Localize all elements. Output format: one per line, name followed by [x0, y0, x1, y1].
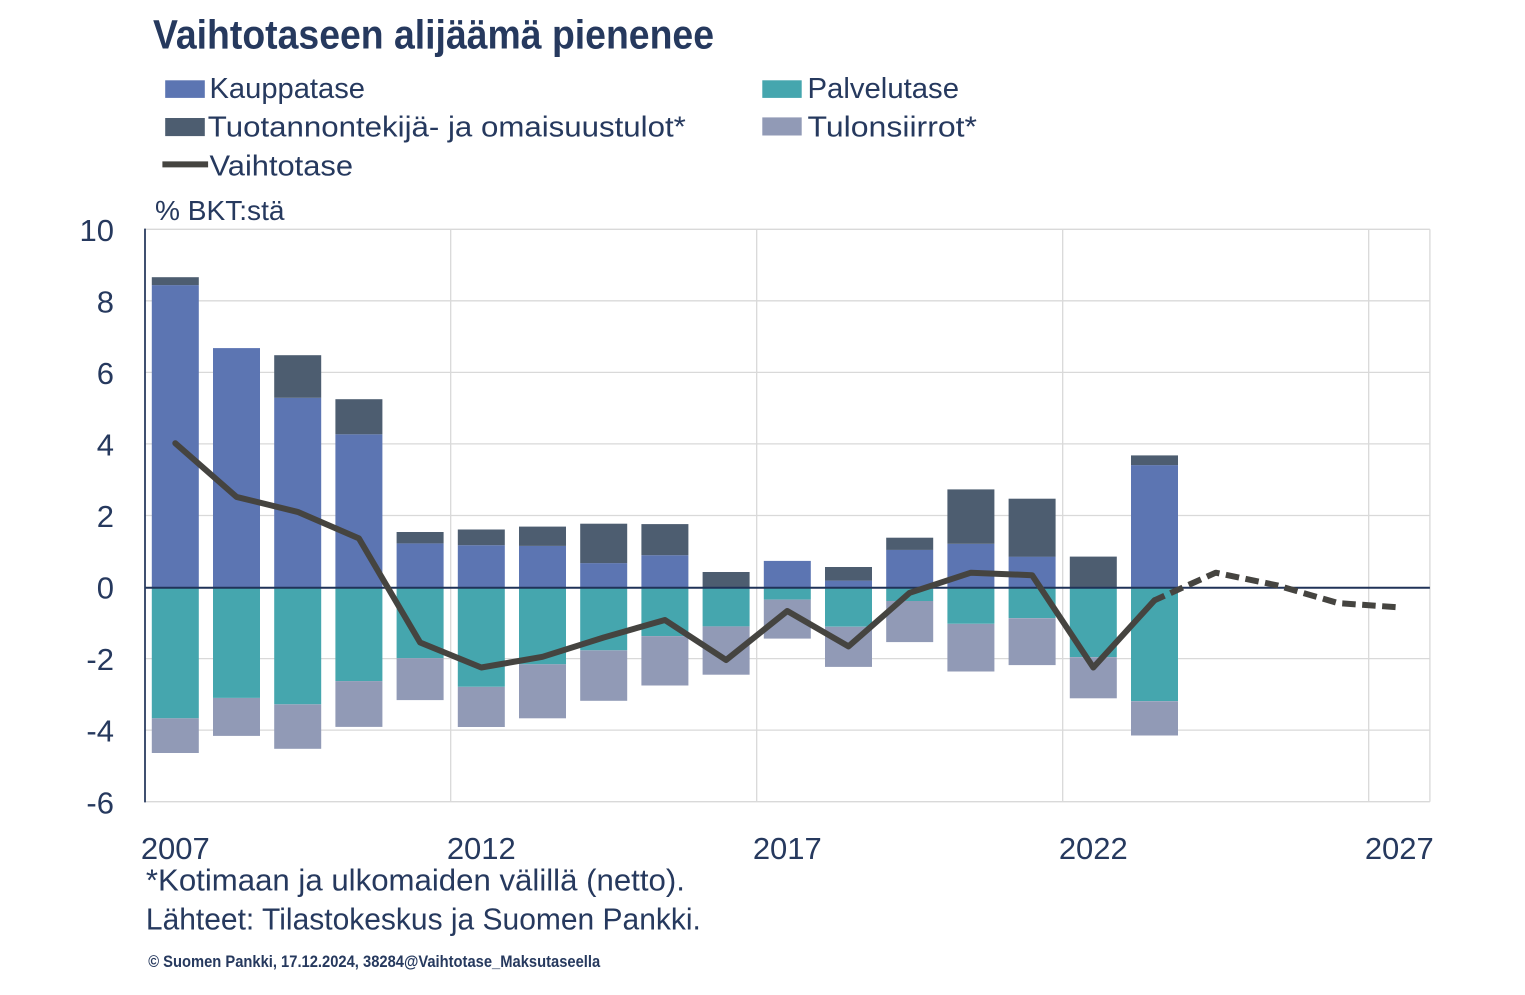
svg-text:2022: 2022: [1059, 831, 1128, 866]
svg-text:2012: 2012: [447, 831, 516, 866]
svg-text:Vaihtotase: Vaihtotase: [210, 150, 354, 182]
svg-text:Tuotannontekijä- ja omaisuustu: Tuotannontekijä- ja omaisuustulot*: [208, 111, 686, 143]
svg-text:8: 8: [97, 284, 114, 319]
svg-text:6: 6: [97, 356, 114, 391]
svg-text:Tulonsiirrot*: Tulonsiirrot*: [808, 111, 978, 143]
svg-text:Kauppatase: Kauppatase: [210, 73, 366, 105]
svg-text:Vaihtotaseen alijäämä pienenee: Vaihtotaseen alijäämä pienenee: [153, 11, 714, 57]
svg-text:Lähteet: Tilastokeskus ja Suom: Lähteet: Tilastokeskus ja Suomen Pankki.: [146, 902, 701, 937]
svg-text:Palvelutase: Palvelutase: [808, 73, 960, 105]
svg-text:-4: -4: [86, 714, 114, 749]
svg-text:% BKT:stä: % BKT:stä: [155, 195, 285, 226]
svg-text:-2: -2: [86, 642, 114, 677]
svg-text:0: 0: [97, 571, 114, 606]
svg-text:2027: 2027: [1365, 831, 1434, 866]
svg-text:2017: 2017: [753, 831, 822, 866]
svg-text:2: 2: [97, 499, 114, 534]
svg-text:10: 10: [80, 213, 114, 248]
svg-text:2007: 2007: [141, 831, 210, 866]
svg-text:4: 4: [97, 428, 114, 463]
svg-text:-6: -6: [86, 785, 114, 820]
svg-text:© Suomen Pankki, 17.12.2024, 3: © Suomen Pankki, 17.12.2024, 38284@Vaiht…: [148, 953, 601, 971]
svg-text:*Kotimaan ja ulkomaiden välill: *Kotimaan ja ulkomaiden välillä (netto).: [146, 863, 685, 898]
